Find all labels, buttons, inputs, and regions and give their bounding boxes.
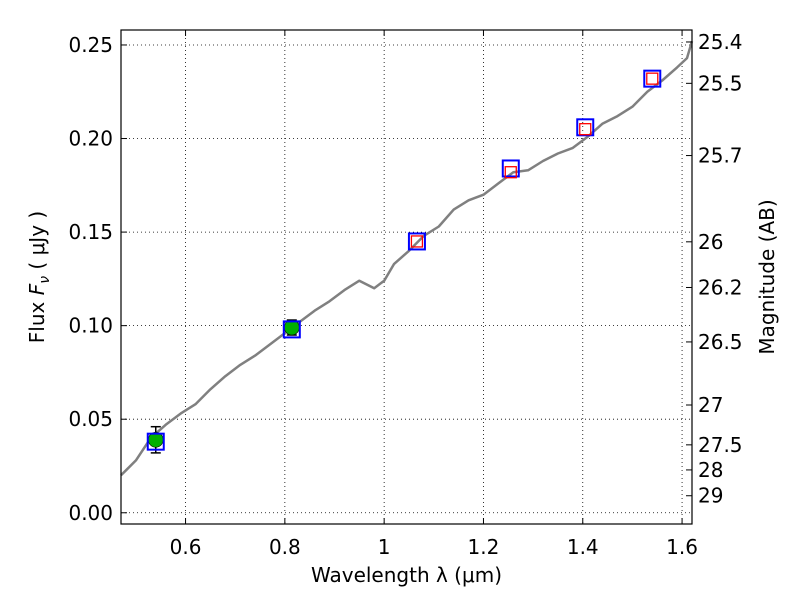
predicted-point xyxy=(646,72,659,85)
x-tick-label: 1.4 xyxy=(567,535,599,559)
right-tick-label: 27 xyxy=(698,393,723,417)
y-tick-label: 0.10 xyxy=(68,314,113,338)
y-tick-label: 0.20 xyxy=(68,127,113,151)
right-tick-label: 26.2 xyxy=(698,275,743,299)
right-tick-label: 25.5 xyxy=(698,71,743,95)
right-axis-title: Magnitude (AB) xyxy=(755,199,779,354)
x-tick-label: 0.6 xyxy=(170,535,202,559)
y-axis-title-suffix: ( μJy ) xyxy=(25,211,49,276)
right-tick-label: 25.4 xyxy=(698,30,743,54)
grid-lines xyxy=(121,30,692,524)
right-tick-label: 26 xyxy=(698,230,723,254)
predicted-point xyxy=(579,123,592,136)
model-point xyxy=(146,432,165,451)
model-point xyxy=(501,159,520,178)
tick-layer: 0.6 0.8 1 1.2 1.4 1.6 0.00 0.05 0.10 0.15 0.20 0.25… xyxy=(68,30,742,559)
y-tick-label: 0.15 xyxy=(68,220,113,244)
y-tick-label: 0.05 xyxy=(68,407,113,431)
x-tick-label: 1 xyxy=(378,535,391,559)
right-tick-label: 26.5 xyxy=(698,330,743,354)
predicted-point xyxy=(504,166,517,179)
plot-frame xyxy=(120,29,693,525)
right-tick-label: 25.7 xyxy=(698,144,743,168)
model-point xyxy=(643,69,662,88)
right-tick-label: 28 xyxy=(698,458,723,482)
model-point xyxy=(282,320,301,339)
x-tick-label: 1.6 xyxy=(666,535,698,559)
right-tick-label: 27.5 xyxy=(698,433,743,457)
y-tick-label: 0.25 xyxy=(68,33,113,57)
y-tick-label: 0.00 xyxy=(68,501,113,525)
predicted-point xyxy=(410,235,424,248)
model-point xyxy=(407,232,426,251)
y-axis-title: Flux Fν ( μJy ) xyxy=(25,211,53,343)
y-axis-title-subscript: ν xyxy=(37,276,53,284)
x-tick-label: 0.8 xyxy=(269,535,301,559)
spectrum-line xyxy=(120,40,694,477)
y-axis-title-prefix: Flux xyxy=(25,295,49,343)
y-axis-title-symbol: F xyxy=(25,283,49,295)
right-tick-label: 29 xyxy=(698,484,723,508)
x-tick-label: 1.2 xyxy=(468,535,500,559)
series-layer xyxy=(120,40,694,477)
x-axis-title: Wavelength λ (μm) xyxy=(311,563,502,587)
